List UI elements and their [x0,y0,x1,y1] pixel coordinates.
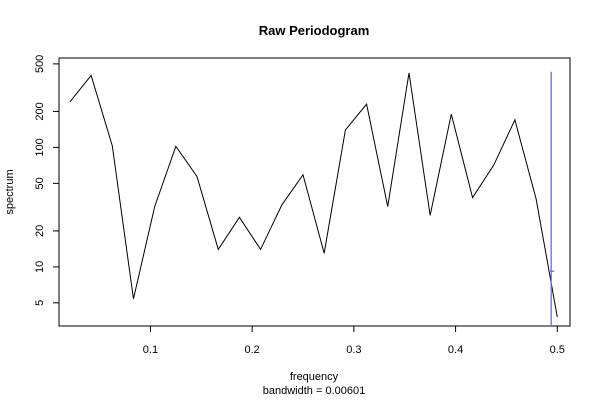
x-axis: 0.1 0.2 0.3 0.4 0.5 [143,326,565,356]
chart-title: Raw Periodogram [259,23,370,38]
y-tick-label: 10 [34,261,46,273]
y-tick-label: 5 [34,300,46,306]
series-line [69,72,558,318]
x-axis-label: frequency [290,371,339,383]
y-axis: 5 10 20 50 100 200 500 [34,55,59,306]
bandwidth-marker-layer [548,71,555,326]
y-tick-label: 200 [34,102,46,120]
y-tick-label: 500 [34,55,46,73]
x-tick-label: 0.2 [245,344,260,356]
y-tick-label: 100 [34,138,46,156]
plot-frame [58,57,571,327]
x-tick-label: 0.4 [448,344,463,356]
y-tick-label: 20 [34,225,46,237]
x-tick-label: 0.5 [550,344,565,356]
series-layer [69,72,558,318]
x-axis-sublabel: bandwidth = 0.00601 [263,385,365,397]
x-tick-label: 0.1 [143,344,158,356]
y-axis-label: spectrum [4,169,16,214]
x-tick-label: 0.3 [346,344,361,356]
y-tick-label: 50 [34,177,46,189]
